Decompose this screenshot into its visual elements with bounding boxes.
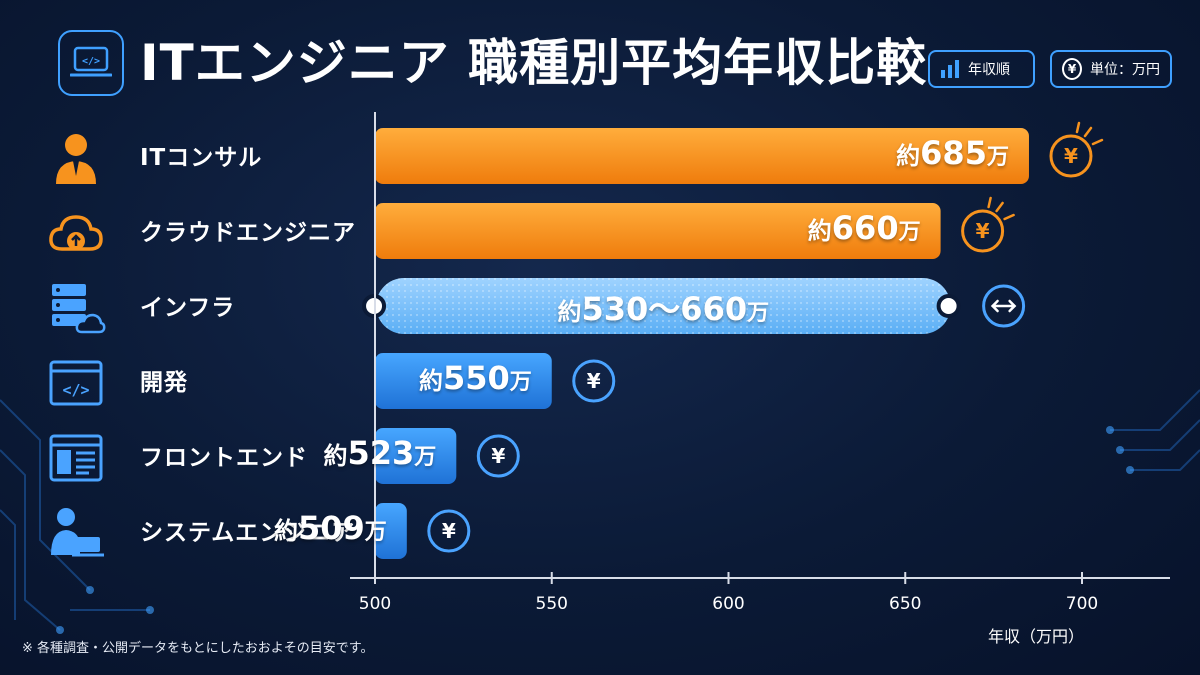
yen-coin-icon <box>1049 134 1093 178</box>
range-bar-texture <box>376 278 951 334</box>
bar-chart-icon <box>941 60 959 78</box>
footnote: ※ 各種調査・公開データをもとにしたおおよその目安です。 <box>22 641 374 656</box>
category-row-frontend: フロントエンド <box>0 428 370 488</box>
yen-coin-icon <box>427 509 471 553</box>
yen-coin-symbol: ¥ <box>1064 144 1078 168</box>
category-row-cloud-engineer: クラウドエンジニア <box>0 203 370 263</box>
bar-4 <box>375 428 457 484</box>
yen-coin-icon <box>476 434 520 478</box>
category-label: ITコンサル <box>140 145 263 171</box>
unit-badge: ¥ 単位：万円 <box>1050 50 1172 88</box>
cloud-upload-icon <box>49 215 103 251</box>
bar-3 <box>375 353 552 409</box>
bar-5 <box>375 503 407 559</box>
sparkle-icon <box>987 196 1015 221</box>
yen-coin-symbol: ¥ <box>976 219 990 243</box>
bar-value-label: 約530〜660万 <box>557 290 770 328</box>
x-tick-label: 700 <box>1065 594 1099 614</box>
x-tick-label: 500 <box>358 594 392 614</box>
webpage-layout-icon <box>49 434 103 482</box>
category-label: インフラ <box>140 295 236 321</box>
sort-badge-label: 年収順 <box>968 62 1010 78</box>
range-arrow-icon <box>982 284 1026 328</box>
yen-icon: ¥ <box>1062 58 1082 80</box>
person-laptop-icon <box>51 508 104 557</box>
x-tick-label: 600 <box>712 594 745 614</box>
sort-badge: 年収順 <box>928 50 1035 88</box>
bar-value-label: 約523万 <box>323 434 437 472</box>
yen-coin-icon <box>572 359 616 403</box>
range-end-handle <box>936 294 961 318</box>
yen-coin-symbol: ¥ <box>587 369 601 393</box>
bar-value-label: 約660万 <box>807 209 921 247</box>
bar-1 <box>375 203 941 259</box>
header: </> ITエンジニア 職種別平均年収比較 年収順 ¥ 単位：万円 <box>0 0 1200 110</box>
bar-value-label: 約550万 <box>418 359 532 397</box>
consultant-person-icon <box>56 134 96 184</box>
yen-coin-icon <box>961 209 1005 253</box>
range-arrow-glyph <box>990 299 1017 313</box>
category-row-development: </> 開発 <box>0 353 370 413</box>
bar-0 <box>375 128 1029 184</box>
category-label: システムエンジニア <box>140 520 356 546</box>
svg-text:</>: </> <box>82 56 100 67</box>
category-label: 開発 <box>140 370 188 396</box>
category-row-system-engineer: システムエンジニア <box>0 503 370 563</box>
bar-value-label: 約685万 <box>896 134 1009 172</box>
svg-text:</>: </> <box>62 381 89 399</box>
x-tick-label: 550 <box>535 594 568 614</box>
server-cloud-icon <box>52 284 106 334</box>
sparkle-icon <box>1075 121 1104 146</box>
x-tick-label: 650 <box>889 594 922 614</box>
code-window-icon: </> <box>49 360 103 406</box>
category-label: クラウドエンジニア <box>140 220 356 246</box>
yen-coin-symbol: ¥ <box>491 444 505 468</box>
page-title: ITエンジニア 職種別平均年収比較 <box>140 34 928 92</box>
unit-badge-label: 単位：万円 <box>1090 62 1160 78</box>
x-axis-title: 年収（万円） <box>988 627 1085 646</box>
bar-value-label: 約509万 <box>274 509 387 547</box>
category-label: フロントエンド <box>140 445 308 471</box>
yen-coin-symbol: ¥ <box>442 519 456 543</box>
category-row-it-consultant: ITコンサル <box>0 128 370 188</box>
category-row-infra: インフラ <box>0 278 370 338</box>
laptop-code-icon: </> <box>58 30 124 96</box>
